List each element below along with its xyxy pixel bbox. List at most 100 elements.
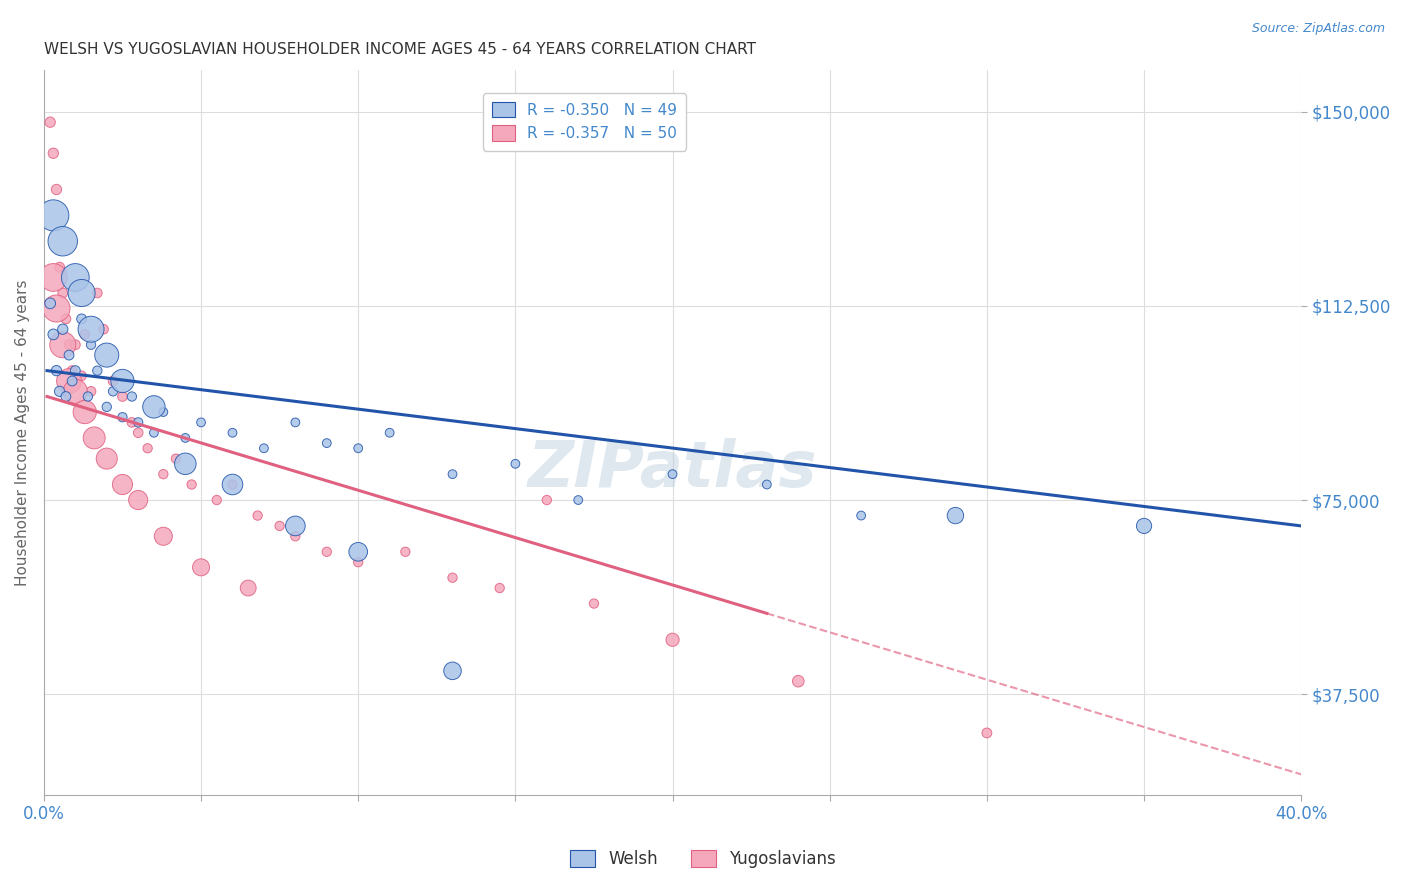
Point bbox=[284, 416, 307, 430]
Point bbox=[536, 493, 558, 508]
Point bbox=[174, 431, 197, 445]
Point bbox=[441, 664, 464, 678]
Point bbox=[111, 477, 134, 491]
Point bbox=[755, 477, 778, 491]
Point bbox=[45, 364, 67, 378]
Point bbox=[347, 555, 370, 569]
Point bbox=[52, 234, 75, 248]
Point bbox=[86, 364, 108, 378]
Point bbox=[111, 390, 134, 404]
Point bbox=[238, 581, 260, 595]
Point bbox=[582, 597, 605, 611]
Text: ZIPatlas: ZIPatlas bbox=[527, 438, 817, 500]
Point bbox=[45, 182, 67, 196]
Point bbox=[221, 477, 243, 491]
Point bbox=[93, 322, 115, 336]
Point bbox=[165, 451, 187, 466]
Point bbox=[42, 146, 65, 161]
Point bbox=[152, 529, 174, 543]
Point bbox=[315, 436, 337, 450]
Point bbox=[441, 467, 464, 482]
Point bbox=[48, 260, 70, 274]
Point bbox=[48, 384, 70, 399]
Point bbox=[152, 405, 174, 419]
Point bbox=[253, 442, 276, 456]
Point bbox=[55, 390, 77, 404]
Point bbox=[111, 374, 134, 388]
Point bbox=[60, 374, 83, 388]
Point bbox=[58, 374, 80, 388]
Point bbox=[347, 545, 370, 559]
Point bbox=[80, 337, 103, 351]
Point bbox=[96, 400, 118, 414]
Point bbox=[221, 477, 243, 491]
Point bbox=[127, 416, 149, 430]
Point bbox=[80, 384, 103, 399]
Point bbox=[42, 327, 65, 342]
Point bbox=[127, 425, 149, 440]
Point bbox=[205, 493, 228, 508]
Point bbox=[101, 374, 124, 388]
Point bbox=[190, 560, 212, 574]
Point bbox=[86, 285, 108, 300]
Point bbox=[488, 581, 510, 595]
Point bbox=[58, 348, 80, 362]
Point bbox=[1133, 519, 1156, 533]
Point bbox=[121, 390, 143, 404]
Point bbox=[101, 384, 124, 399]
Point bbox=[142, 425, 165, 440]
Point bbox=[96, 451, 118, 466]
Point bbox=[111, 410, 134, 425]
Text: WELSH VS YUGOSLAVIAN HOUSEHOLDER INCOME AGES 45 - 64 YEARS CORRELATION CHART: WELSH VS YUGOSLAVIAN HOUSEHOLDER INCOME … bbox=[44, 42, 756, 57]
Point bbox=[65, 364, 87, 378]
Point bbox=[83, 431, 105, 445]
Point bbox=[505, 457, 527, 471]
Point bbox=[39, 115, 62, 129]
Point bbox=[42, 208, 65, 222]
Point bbox=[787, 674, 810, 689]
Point bbox=[65, 270, 87, 285]
Point bbox=[127, 493, 149, 508]
Point bbox=[284, 519, 307, 533]
Point bbox=[441, 571, 464, 585]
Point bbox=[73, 327, 96, 342]
Point bbox=[52, 337, 75, 351]
Point bbox=[65, 384, 87, 399]
Point bbox=[70, 311, 93, 326]
Point bbox=[42, 270, 65, 285]
Point bbox=[315, 545, 337, 559]
Point bbox=[221, 425, 243, 440]
Text: Source: ZipAtlas.com: Source: ZipAtlas.com bbox=[1251, 22, 1385, 36]
Point bbox=[55, 311, 77, 326]
Point bbox=[394, 545, 416, 559]
Point bbox=[96, 348, 118, 362]
Point bbox=[284, 529, 307, 543]
Point bbox=[945, 508, 967, 523]
Point bbox=[52, 322, 75, 336]
Point bbox=[976, 726, 998, 740]
Legend: R = -0.350   N = 49, R = -0.357   N = 50: R = -0.350 N = 49, R = -0.357 N = 50 bbox=[482, 93, 686, 151]
Point bbox=[661, 467, 683, 482]
Point bbox=[52, 285, 75, 300]
Point bbox=[77, 390, 100, 404]
Point bbox=[73, 405, 96, 419]
Point bbox=[180, 477, 202, 491]
Point bbox=[246, 508, 269, 523]
Point bbox=[70, 368, 93, 383]
Point bbox=[152, 467, 174, 482]
Point bbox=[567, 493, 589, 508]
Point bbox=[136, 442, 159, 456]
Point bbox=[142, 400, 165, 414]
Point bbox=[70, 285, 93, 300]
Point bbox=[60, 364, 83, 378]
Y-axis label: Householder Income Ages 45 - 64 years: Householder Income Ages 45 - 64 years bbox=[15, 279, 30, 586]
Point bbox=[174, 457, 197, 471]
Point bbox=[58, 337, 80, 351]
Point bbox=[378, 425, 401, 440]
Legend: Welsh, Yugoslavians: Welsh, Yugoslavians bbox=[564, 843, 842, 875]
Point bbox=[190, 416, 212, 430]
Point bbox=[65, 337, 87, 351]
Point bbox=[39, 296, 62, 310]
Point bbox=[121, 416, 143, 430]
Point bbox=[661, 632, 683, 647]
